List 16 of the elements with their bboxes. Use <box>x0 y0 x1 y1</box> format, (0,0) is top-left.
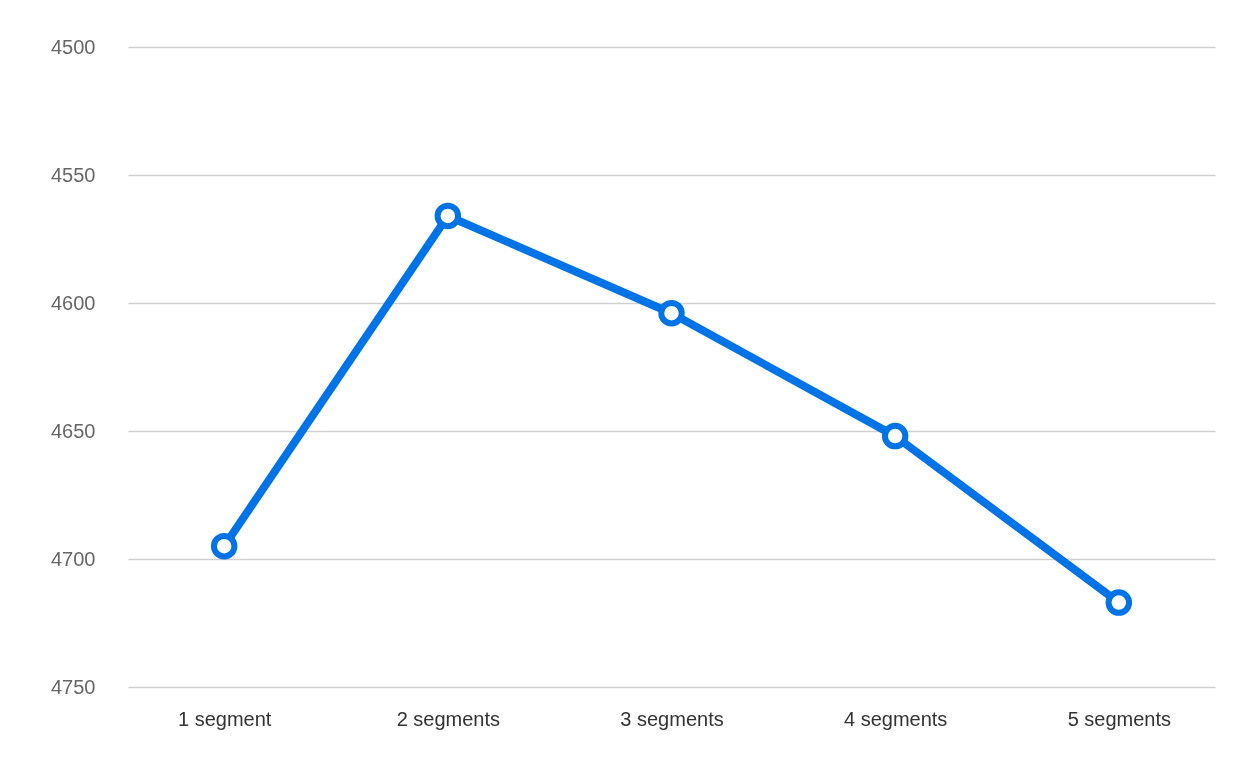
y-tick-label: 4700 <box>51 547 96 570</box>
y-tick-label: 4550 <box>51 163 96 186</box>
x-tick-label: 1 segment <box>177 707 272 730</box>
x-tick-label: 4 segments <box>843 707 948 730</box>
y-tick-label: 4650 <box>51 419 96 442</box>
y-tick-label: 4500 <box>51 35 96 58</box>
point <box>1105 589 1133 616</box>
x-tick-label: 2 segments <box>396 707 501 730</box>
y-tick-label: 4750 <box>51 675 96 698</box>
x-tick-label: 3 segments <box>620 707 724 730</box>
x-tick-label: 5 segments <box>1067 707 1172 730</box>
point <box>658 300 685 327</box>
point <box>881 422 909 450</box>
point <box>434 202 462 230</box>
y-tick-label: 4600 <box>51 291 96 314</box>
point <box>210 532 238 560</box>
